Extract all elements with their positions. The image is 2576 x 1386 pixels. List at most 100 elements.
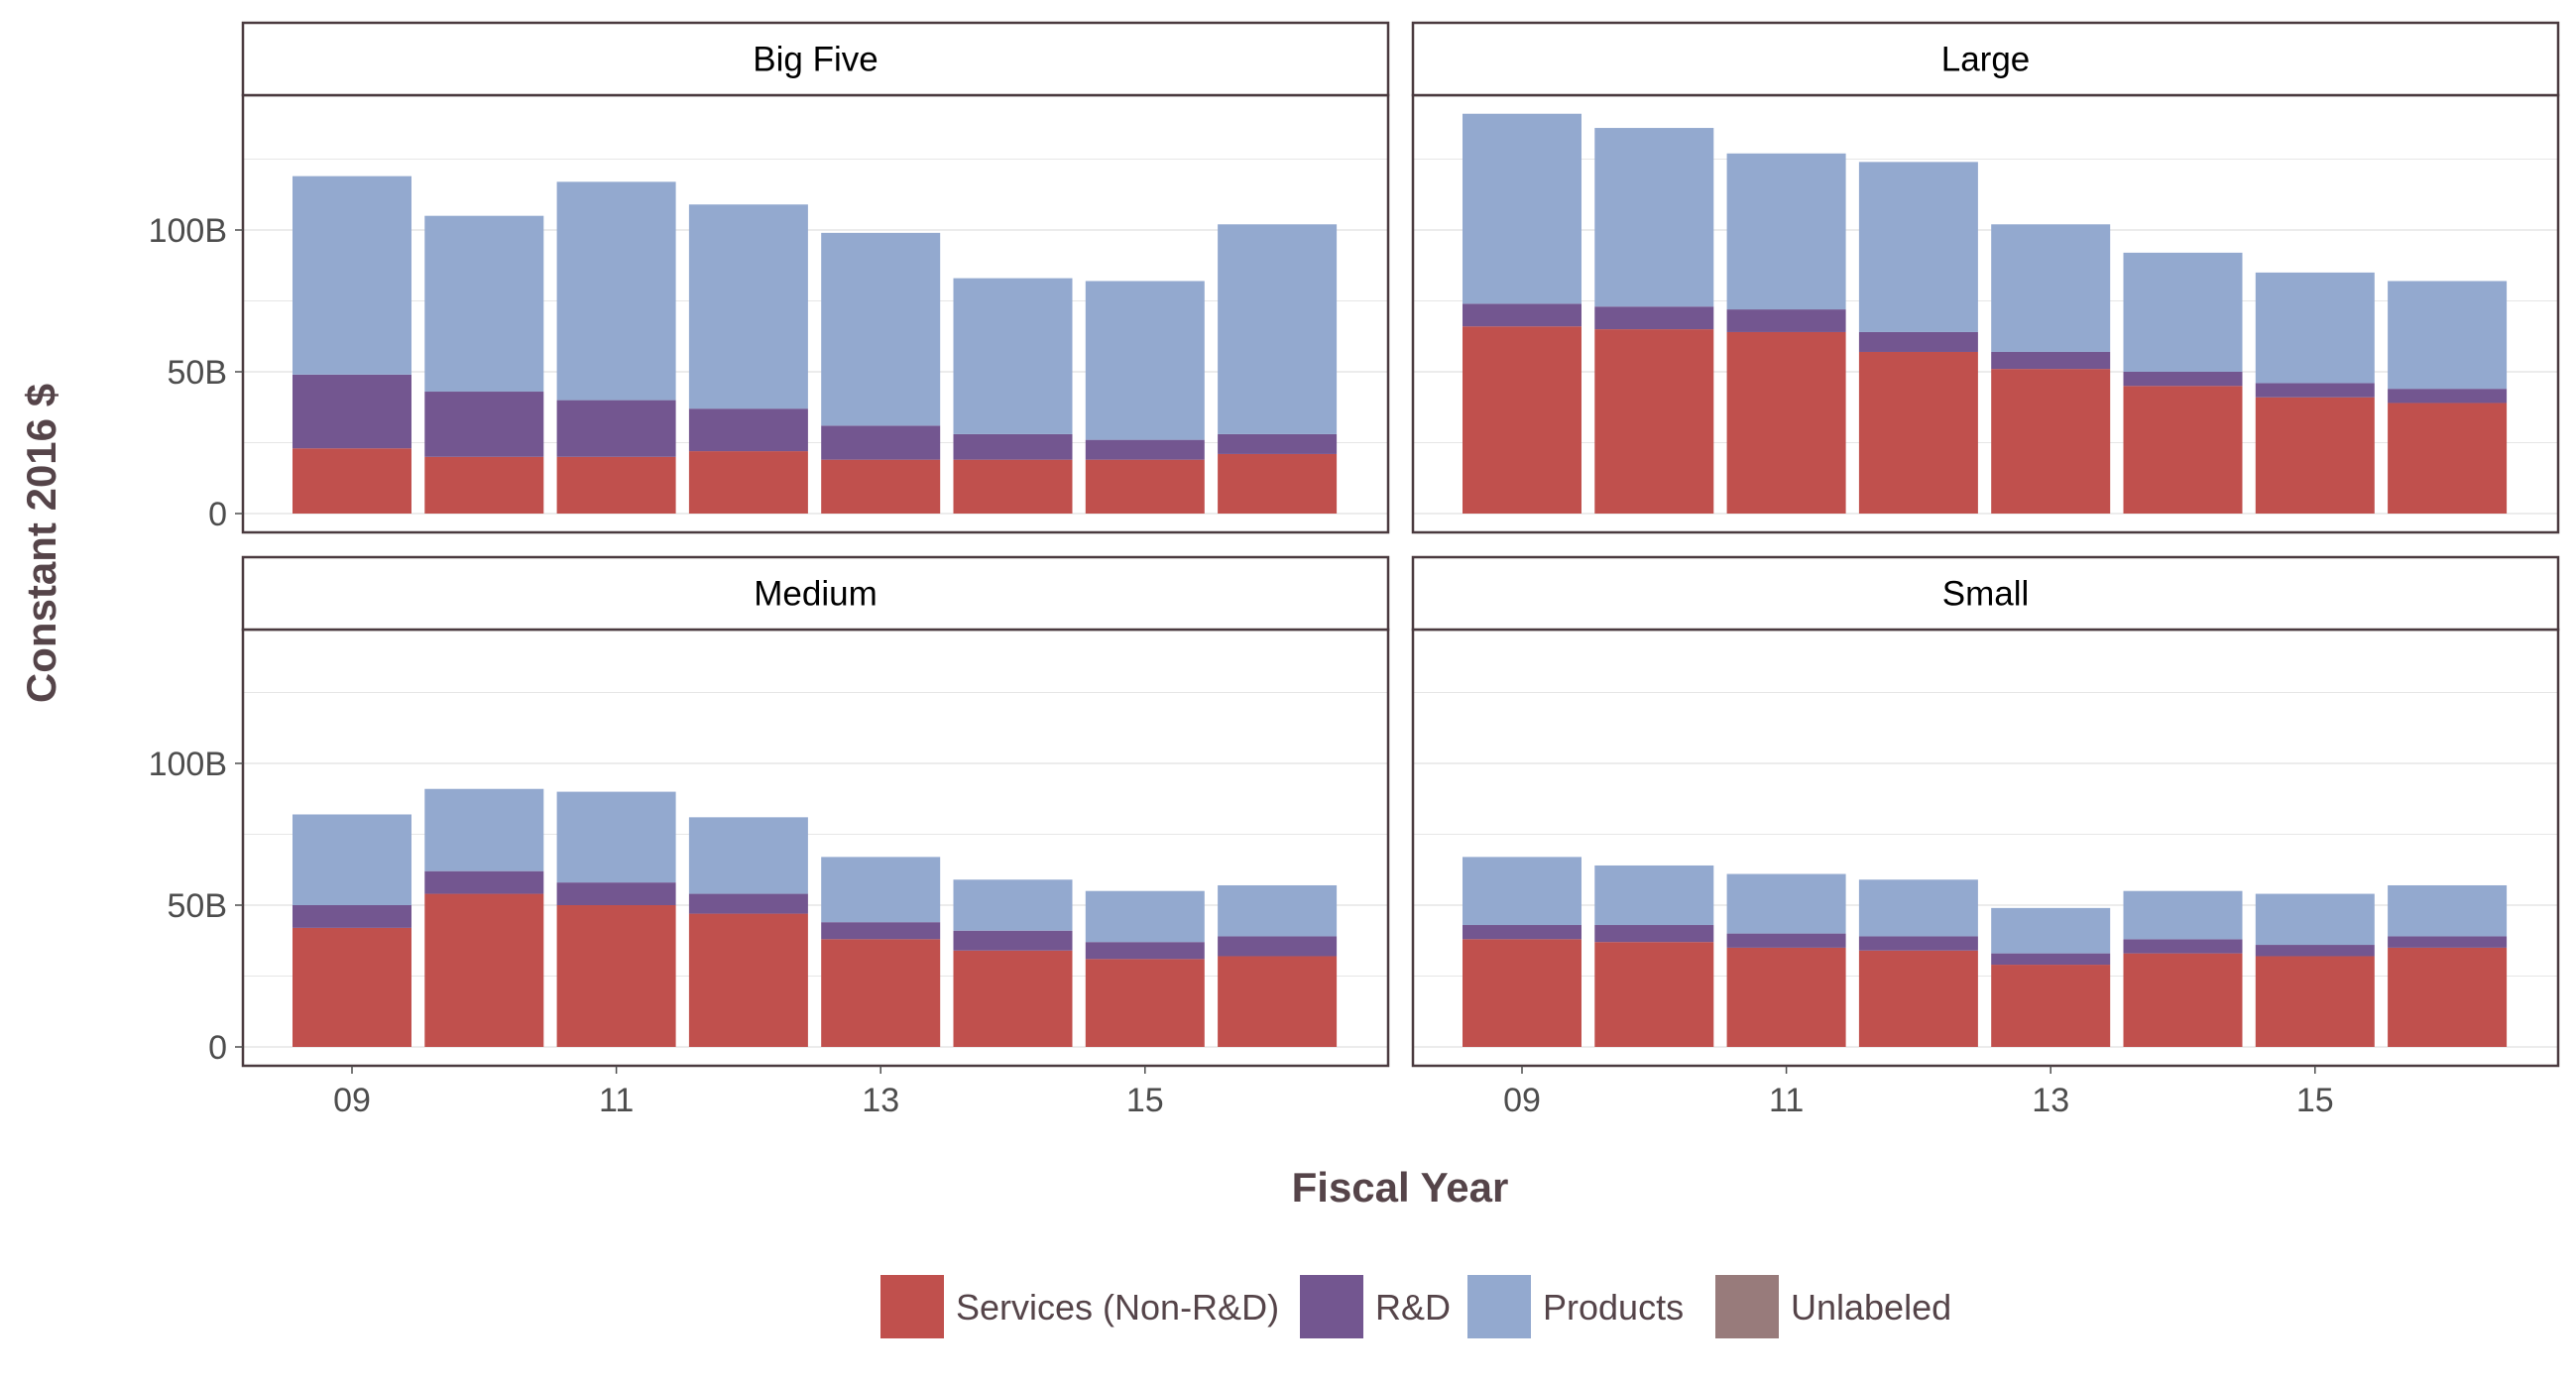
x-tick-label: 09 bbox=[1503, 1082, 1541, 1119]
bar-segment bbox=[688, 817, 808, 894]
bar-segment bbox=[293, 905, 411, 928]
bar-segment bbox=[424, 893, 544, 1047]
bar-segment bbox=[424, 392, 544, 457]
bar-segment bbox=[1726, 873, 1846, 934]
facet-panels: Big Five Large Medium Small bbox=[241, 21, 2560, 1068]
bar-segment bbox=[293, 448, 411, 514]
bar-segment bbox=[1726, 309, 1846, 332]
bar-segment bbox=[1085, 281, 1205, 440]
bar-segment bbox=[1858, 879, 1978, 937]
facet-panel: Big Five bbox=[241, 21, 1390, 534]
bar-segment bbox=[1991, 965, 2111, 1047]
bar-segment bbox=[2255, 945, 2375, 957]
bar-segment bbox=[2388, 936, 2508, 948]
bar-segment bbox=[293, 814, 411, 905]
bar-segment bbox=[1463, 326, 1581, 514]
bar-segment bbox=[2123, 252, 2243, 372]
bar-segment bbox=[1463, 857, 1581, 926]
bar-segment bbox=[1991, 907, 2111, 954]
bar-segment bbox=[556, 456, 676, 514]
bar-segment bbox=[1858, 162, 1978, 332]
bar-segment bbox=[2255, 272, 2375, 384]
legend-swatch bbox=[1300, 1275, 1363, 1338]
legend-label: Products bbox=[1543, 1287, 1684, 1328]
y-tick-label: 100B bbox=[149, 746, 227, 783]
bar-segment bbox=[1594, 942, 1714, 1047]
bar-segment bbox=[1218, 224, 1338, 434]
bar-segment bbox=[1594, 925, 1714, 943]
bar-segment bbox=[1218, 453, 1338, 514]
bar-segment bbox=[1218, 433, 1338, 454]
bar-segment bbox=[1085, 959, 1205, 1047]
legend-swatch bbox=[1715, 1275, 1779, 1338]
facet-strip bbox=[1411, 555, 2560, 632]
bar-segment bbox=[293, 175, 411, 375]
x-tick-label: 11 bbox=[1769, 1082, 1804, 1119]
bar-segment bbox=[424, 456, 544, 514]
legend-label: Services (Non-R&D) bbox=[956, 1287, 1279, 1328]
x-axis-title: Fiscal Year bbox=[1292, 1164, 1509, 1211]
bar-segment bbox=[1463, 939, 1581, 1047]
bar-segment bbox=[2123, 953, 2243, 1047]
bar-segment bbox=[1594, 865, 1714, 926]
facet-panel: Medium bbox=[241, 555, 1390, 1068]
bar-segment bbox=[953, 433, 1073, 460]
bar-segment bbox=[1085, 942, 1205, 960]
y-axis-title: Constant 2016 $ bbox=[18, 384, 64, 703]
bar-segment bbox=[953, 278, 1073, 434]
facet-strip-label: Small bbox=[1942, 575, 2030, 614]
panel-border bbox=[241, 93, 1390, 534]
bar-segment bbox=[1858, 936, 1978, 951]
y-tick-label: 0 bbox=[208, 1029, 227, 1067]
bar-segment bbox=[1463, 925, 1581, 940]
bar-segment bbox=[821, 425, 941, 460]
bar-segment bbox=[556, 905, 676, 1047]
bar-segment bbox=[1218, 956, 1338, 1047]
bar-segment bbox=[2123, 386, 2243, 514]
facet-strip bbox=[241, 21, 1390, 97]
bar-segment bbox=[1858, 351, 1978, 514]
bar-segment bbox=[1991, 953, 2111, 966]
panel-border bbox=[1411, 628, 2560, 1068]
bar-segment bbox=[1085, 890, 1205, 943]
facet-strip-label: Big Five bbox=[753, 41, 878, 79]
bar-segment bbox=[1463, 303, 1581, 327]
bar-segment bbox=[293, 927, 411, 1047]
bar-segment bbox=[2388, 403, 2508, 514]
bar-segment bbox=[1858, 950, 1978, 1047]
bar-segment bbox=[1594, 128, 1714, 307]
bar-segment bbox=[1991, 369, 2111, 514]
bar-segment bbox=[2255, 956, 2375, 1047]
bar-segment bbox=[424, 870, 544, 894]
bar-segment bbox=[1991, 351, 2111, 370]
bar-segment bbox=[424, 788, 544, 871]
bar-segment bbox=[1858, 331, 1978, 352]
facet-panel: Small bbox=[1411, 555, 2560, 1068]
x-tick-label: 13 bbox=[862, 1082, 899, 1119]
bar-segment bbox=[2123, 939, 2243, 954]
bar-segment bbox=[1218, 936, 1338, 957]
bar-segment bbox=[1726, 947, 1846, 1047]
legend: Services (Non-R&D) R&D Products Unlabeled bbox=[880, 1275, 1951, 1338]
bar-segment bbox=[953, 930, 1073, 951]
bar-segment bbox=[1463, 113, 1581, 304]
legend-label: R&D bbox=[1375, 1287, 1451, 1328]
bar-segment bbox=[821, 459, 941, 514]
bar-segment bbox=[953, 950, 1073, 1047]
x-tick-label: 09 bbox=[333, 1082, 371, 1119]
facet-strip bbox=[241, 555, 1390, 632]
bar-segment bbox=[688, 408, 808, 452]
bar-segment bbox=[1085, 459, 1205, 514]
bar-segment bbox=[2388, 389, 2508, 404]
x-axis-ticks: 09 11 13 15 09 11 13 15 bbox=[333, 1066, 2334, 1119]
legend-swatch bbox=[1467, 1275, 1531, 1338]
bar-segment bbox=[424, 215, 544, 393]
bar-segment bbox=[953, 879, 1073, 931]
facet-strip-label: Medium bbox=[754, 575, 877, 614]
bar-segment bbox=[2255, 397, 2375, 514]
y-tick-label: 0 bbox=[208, 496, 227, 533]
bar-segment bbox=[2255, 893, 2375, 946]
panel-border bbox=[1411, 93, 2560, 534]
panel-border bbox=[241, 628, 1390, 1068]
